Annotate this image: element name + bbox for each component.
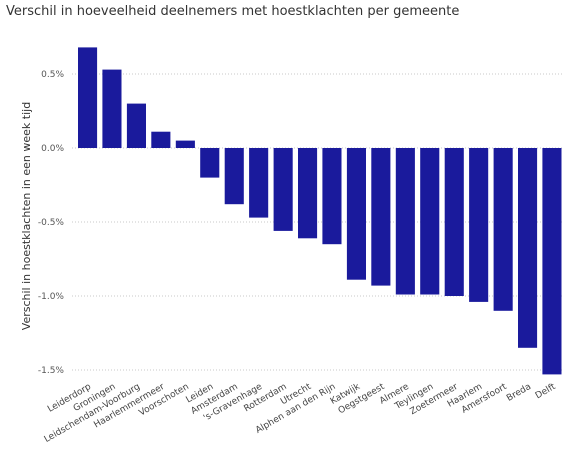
bar [224, 148, 244, 205]
bar [322, 148, 342, 245]
chart-title: Verschil in hoeveelheid deelnemers met h… [6, 4, 460, 19]
x-tick-label: Leidschendam-Voorburg [43, 382, 142, 445]
bar [151, 131, 171, 148]
bar [395, 148, 415, 295]
y-tick-label: 0.0% [41, 144, 64, 154]
bar [298, 148, 318, 239]
x-axis-labels: LeiderdorpGroningenLeidschendam-Voorburg… [43, 382, 558, 445]
x-tick-label: Breda [505, 382, 533, 404]
y-tick-label: 0.5% [41, 70, 64, 80]
y-tick-label: -1.5% [38, 366, 65, 376]
bar [371, 148, 391, 286]
bar [200, 148, 220, 178]
bar [493, 148, 513, 311]
bar [175, 140, 195, 148]
bar [126, 103, 146, 148]
bar [249, 148, 269, 218]
y-axis-label: Verschil in hoestklachten in een week ti… [20, 102, 33, 330]
bar [469, 148, 489, 302]
bars [78, 47, 562, 375]
bar [78, 47, 98, 148]
bar [542, 148, 562, 375]
bar [420, 148, 440, 295]
y-axis-ticks: 0.5% 0.0% -0.5% -1.0% -1.5% [38, 70, 65, 376]
bar [102, 69, 122, 148]
bar [346, 148, 366, 280]
bar [518, 148, 538, 348]
y-tick-label: -0.5% [38, 218, 65, 228]
y-tick-label: -1.0% [38, 292, 65, 302]
x-tick-label: Delft [534, 382, 558, 402]
bar [273, 148, 293, 231]
bar [444, 148, 464, 296]
